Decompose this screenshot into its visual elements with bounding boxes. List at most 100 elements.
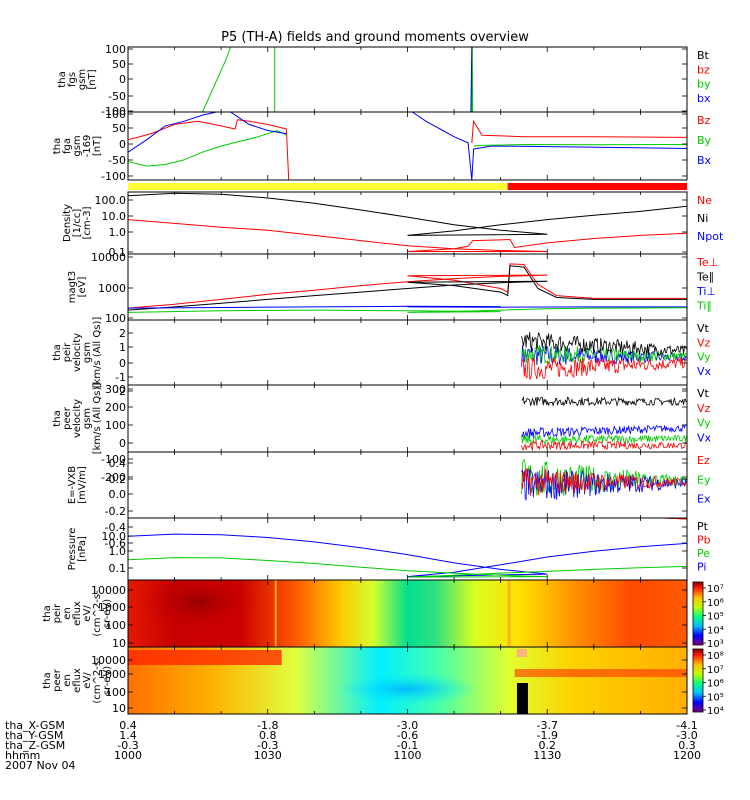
y-tick-label: 1000	[98, 282, 126, 295]
colorbar-tick-label: 10⁵	[707, 612, 724, 623]
y-tick-label: 10.0	[102, 210, 127, 223]
x-axis-value: -4.1	[676, 719, 697, 732]
x-axis-row-label: tha_Z-GSM	[5, 739, 65, 752]
colorbar-tick-label: 10⁷	[707, 584, 724, 595]
y-tick-label: 100	[105, 619, 126, 632]
panel-frame	[127, 451, 688, 519]
spectrogram-stripe	[274, 580, 277, 647]
y-axis-label: tha	[52, 138, 63, 154]
y-axis-label: peer	[52, 668, 63, 692]
y-axis-label: peer	[62, 406, 73, 430]
y-axis-label: eV/	[82, 672, 93, 689]
legend-entry: Vz	[697, 402, 711, 415]
y-tick-label: 50	[112, 58, 126, 71]
noise-series	[521, 395, 687, 408]
y-tick-label: -2	[115, 385, 126, 398]
legend-entry: Pb	[697, 534, 711, 547]
series-line	[128, 307, 687, 313]
y-axis-label: gsm	[82, 408, 93, 429]
series-line	[471, 119, 687, 143]
y-axis-label: velocity	[72, 333, 83, 372]
legend-entry: Bz	[697, 114, 711, 127]
y-tick-label: 10	[112, 702, 126, 715]
y-axis-label: tha	[42, 605, 53, 621]
y-axis-label: [nPa]	[77, 536, 88, 562]
noise-series	[521, 345, 687, 365]
colorbar-tick-label: 10⁸	[707, 651, 724, 662]
colorbar-tick-label: 10⁷	[707, 665, 724, 676]
series-line	[128, 192, 687, 236]
y-axis-label: tha	[57, 71, 68, 87]
y-tick-label: 0.1	[109, 246, 127, 259]
noise-series	[521, 424, 687, 439]
x-axis-value: -3.0	[676, 729, 697, 742]
legend-entry: Ey	[697, 473, 711, 486]
series-line	[473, 143, 687, 147]
x-axis-value: 1000	[114, 749, 142, 762]
x-axis-value: 0.2	[539, 739, 557, 752]
x-axis-value: 0.4	[119, 719, 137, 732]
y-tick-label: 1.0	[109, 226, 127, 239]
y-axis-label: [nT]	[87, 69, 98, 89]
x-axis-value: 1.4	[119, 729, 137, 742]
legend-entry: Pt	[697, 520, 709, 533]
x-axis-value: -0.3	[117, 739, 138, 752]
y-tick-label: 0.0	[109, 488, 127, 501]
y-tick-label: -0.6	[105, 537, 126, 550]
x-axis-annotations: tha_X-GSM 0.4 -1.8 -3.0 -3.7 -4.1 tha_Y-GSM 1.4…	[5, 719, 701, 772]
legend-entry: Ex	[697, 493, 711, 506]
flux-band	[128, 650, 282, 665]
x-axis-value: 1130	[533, 749, 561, 762]
colorbar-tick-label: 10⁶	[707, 679, 724, 690]
y-axis-label: sr-eV)	[102, 666, 113, 695]
y-axis-label: peir	[62, 342, 73, 362]
colorbar-tick-label: 10⁶	[707, 598, 724, 609]
x-axis-value: -0.6	[397, 729, 418, 742]
y-axis-label: fgs	[67, 72, 78, 87]
x-axis-value: -3.7	[537, 719, 558, 732]
y-tick-label: 2	[119, 327, 126, 340]
y-axis-label: gsm	[82, 342, 93, 363]
y-tick-label: 1	[119, 341, 126, 354]
y-tick-label: -200	[101, 471, 126, 484]
series-line	[128, 533, 687, 578]
y-tick-label: 0	[119, 357, 126, 370]
y-axis-label: eflux	[72, 601, 83, 626]
y-tick-label: 10000	[91, 654, 126, 667]
series-line	[128, 129, 287, 167]
noise-series	[521, 433, 687, 447]
data-gap	[516, 649, 527, 657]
x-axis-value: 0.8	[259, 729, 277, 742]
x-axis-row-label: tha_Y-GSM	[5, 729, 63, 742]
y-tick-label: 50	[112, 122, 126, 135]
y-tick-label: 1000	[98, 601, 126, 614]
noise-series	[521, 357, 687, 380]
legend-entry: by	[697, 78, 711, 91]
series-line	[128, 305, 687, 309]
y-tick-label: 0.1	[109, 562, 127, 575]
x-axis-value: -0.1	[397, 739, 418, 752]
page-title: P5 (TH-A) fields and ground moments over…	[221, 30, 529, 45]
y-axis-label: Pressure	[67, 528, 78, 571]
legend-entry: Ni	[697, 212, 708, 225]
data-gap	[516, 683, 528, 714]
y-tick-label: 100	[105, 43, 126, 56]
y-axis-label: (cm^2-s-	[92, 657, 103, 704]
x-axis-date: 2007 Nov 04	[5, 759, 75, 772]
legend-entry: Te⊥	[696, 256, 718, 269]
legend-entry: Vx	[697, 431, 712, 444]
y-tick-label: 10	[112, 637, 126, 650]
legend-entry: bz	[697, 63, 710, 76]
mode-bar-segment	[128, 183, 508, 190]
y-axis-label: en	[62, 674, 73, 687]
x-axis-value: -1.9	[537, 729, 558, 742]
legend-entry: Vz	[697, 336, 711, 349]
peir-velocity-panel: 21 0-1-2 tha peir velocity gsm [km/s (All Qs)]…	[52, 317, 712, 398]
x-axis-value: -3.0	[397, 719, 418, 732]
noise-series	[521, 467, 687, 497]
legend-entry: Bx	[697, 154, 712, 167]
y-axis-label: [mV/m]	[77, 466, 88, 504]
